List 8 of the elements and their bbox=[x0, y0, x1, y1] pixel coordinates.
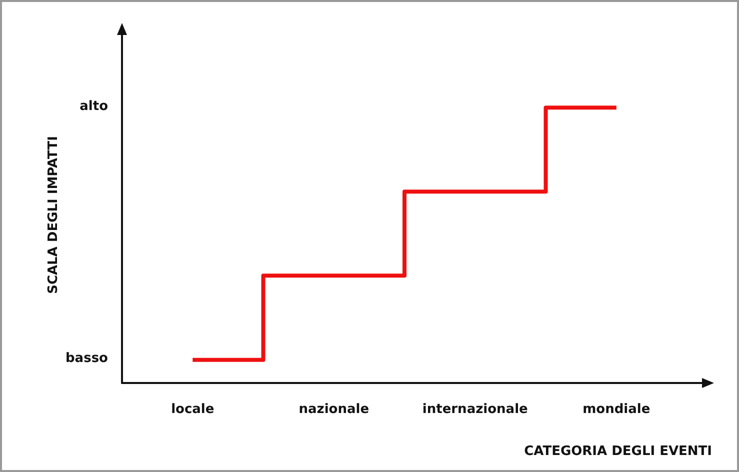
x-tick-label: locale bbox=[171, 402, 214, 417]
x-tick-label: nazionale bbox=[298, 402, 370, 417]
text: basso bbox=[66, 350, 108, 366]
x-tick-label: mondiale bbox=[582, 402, 650, 417]
y-axis-title: SCALA DEGLI IMPATTI bbox=[46, 136, 61, 294]
text: alto bbox=[80, 98, 108, 114]
x-axis-title: CATEGORIA DEGLI EVENTI bbox=[524, 444, 712, 459]
x-tick-label: internazionale bbox=[422, 402, 528, 417]
